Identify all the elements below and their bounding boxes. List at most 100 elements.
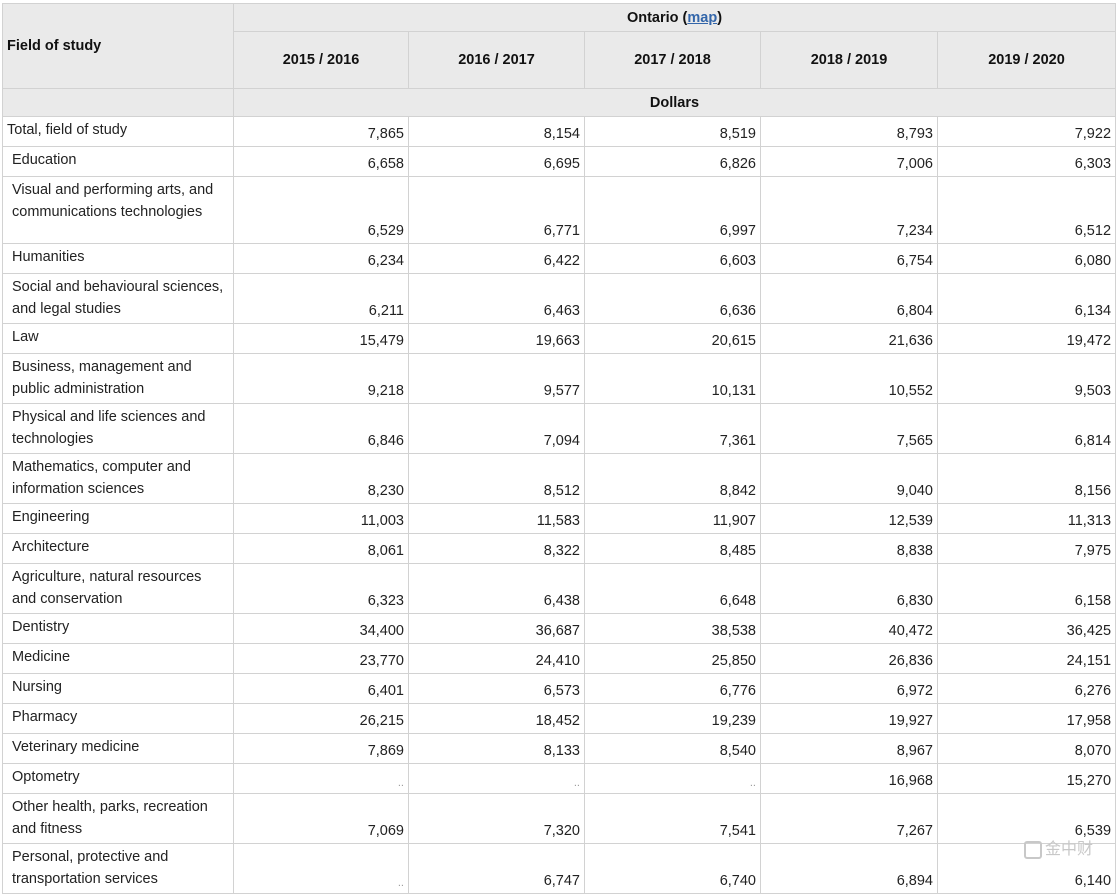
value-cell: 19,472: [936, 323, 1117, 354]
value-cell: 8,230: [233, 453, 409, 504]
table-body: Total, field of study 7,865 8,154 8,519 8,79…: [2, 116, 1117, 894]
table-row: Architecture 8,061 8,322 8,485 8,838 7,975: [2, 533, 1117, 564]
blank-header-cell: [2, 88, 234, 117]
field-name-cell: Total, field of study: [2, 116, 234, 147]
field-name-cell: Mathematics, computer and information sc…: [2, 453, 234, 504]
value-cell: 6,771: [408, 176, 585, 244]
value-cell: 8,512: [408, 453, 585, 504]
value-cell: 6,894: [760, 843, 938, 894]
value-cell: 9,040: [760, 453, 938, 504]
table-row: Medicine 23,770 24,410 25,850 26,836 24,151: [2, 643, 1117, 674]
table-row: Nursing 6,401 6,573 6,776 6,972 6,276: [2, 673, 1117, 704]
value-cell: 21,636: [760, 323, 938, 354]
table-row: Dentistry 34,400 36,687 38,538 40,472 36,425: [2, 613, 1117, 644]
value-cell: 6,695: [408, 146, 585, 177]
region-paren-close: ): [717, 9, 723, 26]
year-header: 2015 / 2016: [233, 31, 409, 89]
value-cell: 8,154: [408, 116, 585, 147]
value-cell: 9,218: [233, 353, 409, 404]
value-cell: 6,158: [936, 563, 1117, 614]
value-cell: 26,215: [233, 703, 409, 734]
value-cell: 36,687: [408, 613, 585, 644]
region-header: Ontario (map): [232, 3, 1117, 32]
value-cell: 24,151: [936, 643, 1117, 674]
value-cell: 8,061: [233, 533, 409, 564]
value-cell: 6,539: [936, 793, 1117, 844]
field-name-cell: Nursing: [2, 673, 234, 704]
region-label: Ontario: [626, 9, 679, 26]
value-cell: 6,512: [936, 176, 1117, 244]
table-row: Business, management and public administ…: [2, 353, 1117, 404]
value-cell: 19,927: [760, 703, 938, 734]
value-cell: 7,869: [233, 733, 409, 764]
value-cell: 7,069: [233, 793, 409, 844]
value-cell: 11,003: [233, 503, 409, 534]
value-cell: 6,080: [936, 243, 1117, 274]
value-cell: 10,131: [584, 353, 761, 404]
value-cell: 8,133: [408, 733, 585, 764]
value-cell: 8,967: [760, 733, 938, 764]
value-cell: 7,922: [936, 116, 1117, 147]
table-row: Education 6,658 6,695 6,826 7,006 6,303: [2, 146, 1117, 177]
value-cell: 7,006: [760, 146, 938, 177]
table-row: Mathematics, computer and information sc…: [2, 453, 1117, 504]
value-cell: 34,400: [233, 613, 409, 644]
value-cell: 6,648: [584, 563, 761, 614]
value-cell: 19,239: [584, 703, 761, 734]
value-cell: 7,267: [760, 793, 938, 844]
value-cell: 8,540: [584, 733, 761, 764]
value-cell: 6,740: [584, 843, 761, 894]
value-cell: 6,804: [760, 273, 938, 324]
value-cell: 25,850: [584, 643, 761, 674]
table-row: Physical and life sciences and technolog…: [2, 403, 1117, 454]
year-header-row: 2015 / 2016 2016 / 2017 2017 / 2018 2018…: [3, 31, 1117, 89]
value-cell: 8,519: [584, 116, 761, 147]
value-cell: 10,552: [760, 353, 938, 404]
value-cell: 18,452: [408, 703, 585, 734]
value-cell: 6,776: [584, 673, 761, 704]
value-cell: 7,320: [408, 793, 585, 844]
value-cell: 20,615: [584, 323, 761, 354]
field-name-cell: Other health, parks, recreation and fitn…: [2, 793, 234, 844]
value-cell: 9,577: [408, 353, 585, 404]
value-cell: 6,814: [936, 403, 1117, 454]
value-cell: 6,747: [408, 843, 585, 894]
value-cell: 24,410: [408, 643, 585, 674]
value-cell: ..: [584, 763, 761, 794]
field-name-cell: Social and behavioural sciences, and leg…: [2, 273, 234, 324]
unit-header-row: Dollars: [2, 88, 1117, 117]
value-cell: 16,968: [760, 763, 938, 794]
table-row: Law 15,479 19,663 20,615 21,636 19,472: [2, 323, 1117, 354]
value-cell: 11,313: [936, 503, 1117, 534]
value-cell: 7,865: [233, 116, 409, 147]
map-link[interactable]: map: [687, 9, 718, 26]
table-row: Visual and performing arts, and communic…: [2, 176, 1117, 244]
value-cell: 7,565: [760, 403, 938, 454]
value-cell: 6,972: [760, 673, 938, 704]
value-cell: 6,997: [584, 176, 761, 244]
value-cell: 6,422: [408, 243, 585, 274]
value-cell: 8,070: [936, 733, 1117, 764]
value-cell: 7,541: [584, 793, 761, 844]
value-cell: 6,134: [936, 273, 1117, 324]
year-header: 2017 / 2018: [584, 31, 761, 89]
value-cell: ..: [233, 763, 409, 794]
value-cell: 6,276: [936, 673, 1117, 704]
table-row: Agriculture, natural resources and conse…: [2, 563, 1117, 614]
watermark-text: 金中财: [1045, 841, 1094, 858]
value-cell: 6,603: [584, 243, 761, 274]
field-name-cell: Personal, protective and transportation …: [2, 843, 234, 894]
value-cell: 6,830: [760, 563, 938, 614]
value-cell: 7,094: [408, 403, 585, 454]
value-cell: 6,234: [233, 243, 409, 274]
field-name-cell: Optometry: [2, 763, 234, 794]
watermark-logo-icon: [1024, 840, 1042, 859]
value-cell: 6,658: [233, 146, 409, 177]
value-cell: 9,503: [936, 353, 1117, 404]
value-cell: 19,663: [408, 323, 585, 354]
value-cell: 6,529: [233, 176, 409, 244]
unit-header: Dollars: [232, 88, 1117, 117]
value-cell: 26,836: [760, 643, 938, 674]
value-cell: 7,234: [760, 176, 938, 244]
value-cell: 11,583: [408, 503, 585, 534]
